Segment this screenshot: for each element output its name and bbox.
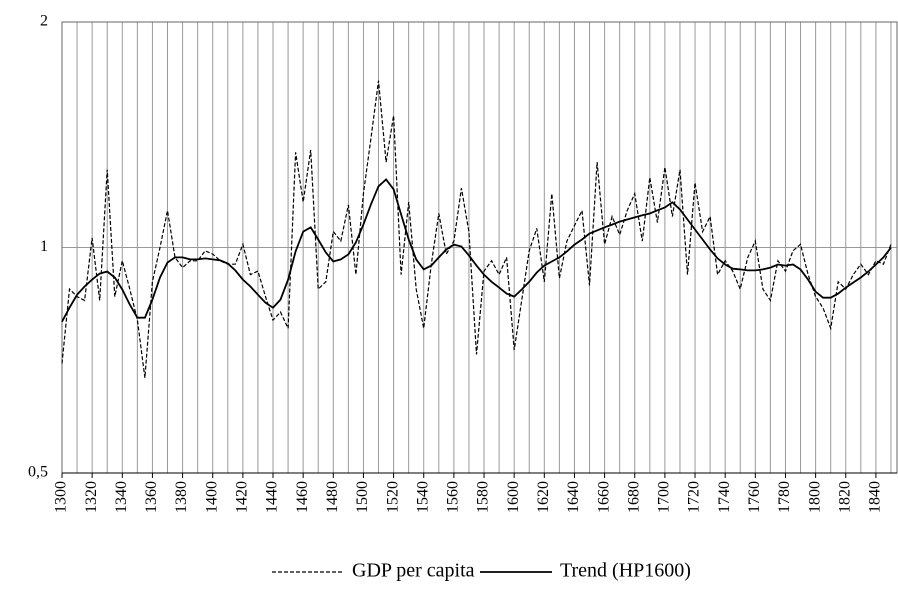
x-tick-label: 1540 (414, 481, 431, 513)
legend-label: GDP per capita (352, 560, 475, 582)
series-line (61, 178, 892, 323)
x-tick-label: 1700 (656, 481, 673, 513)
x-tick-label: 1780 (776, 481, 793, 513)
x-tick-label: 1560 (445, 481, 462, 513)
x-tick-label: 1740 (716, 481, 733, 513)
y-tick-label: 1 (40, 238, 48, 255)
series-line (61, 80, 892, 378)
x-tick-label: 1340 (113, 481, 130, 513)
x-tick-label: 1440 (264, 481, 281, 513)
x-tick-label: 1500 (354, 481, 371, 513)
x-tick-label: 1660 (595, 481, 612, 513)
x-tick-label: 1460 (294, 481, 311, 513)
x-tick-label: 1360 (143, 481, 160, 513)
y-tick-label: 2 (40, 13, 48, 30)
x-tick-label: 1620 (535, 481, 552, 513)
x-tick-label: 1480 (324, 481, 341, 513)
x-tick-label: 1520 (384, 481, 401, 513)
x-tick-label: 1380 (173, 481, 190, 513)
x-tick-label: 1580 (475, 481, 492, 513)
x-tick-label: 1640 (565, 481, 582, 513)
x-tick-label: 1300 (53, 481, 70, 513)
x-tick-label: 1800 (806, 481, 823, 513)
x-tick-label: 1420 (234, 481, 251, 513)
y-tick-label: 0,5 (28, 464, 48, 481)
x-tick-label: 1320 (83, 481, 100, 513)
x-tick-label: 1680 (625, 481, 642, 513)
x-tick-label: 1720 (686, 481, 703, 513)
x-tick-label: 1820 (836, 481, 853, 513)
x-tick-label: 1600 (505, 481, 522, 513)
legend-label: Trend (HP1600) (560, 560, 691, 582)
x-tick-label: 1760 (746, 481, 763, 513)
x-tick-label: 1400 (203, 481, 220, 513)
x-tick-label: 1840 (867, 481, 884, 513)
